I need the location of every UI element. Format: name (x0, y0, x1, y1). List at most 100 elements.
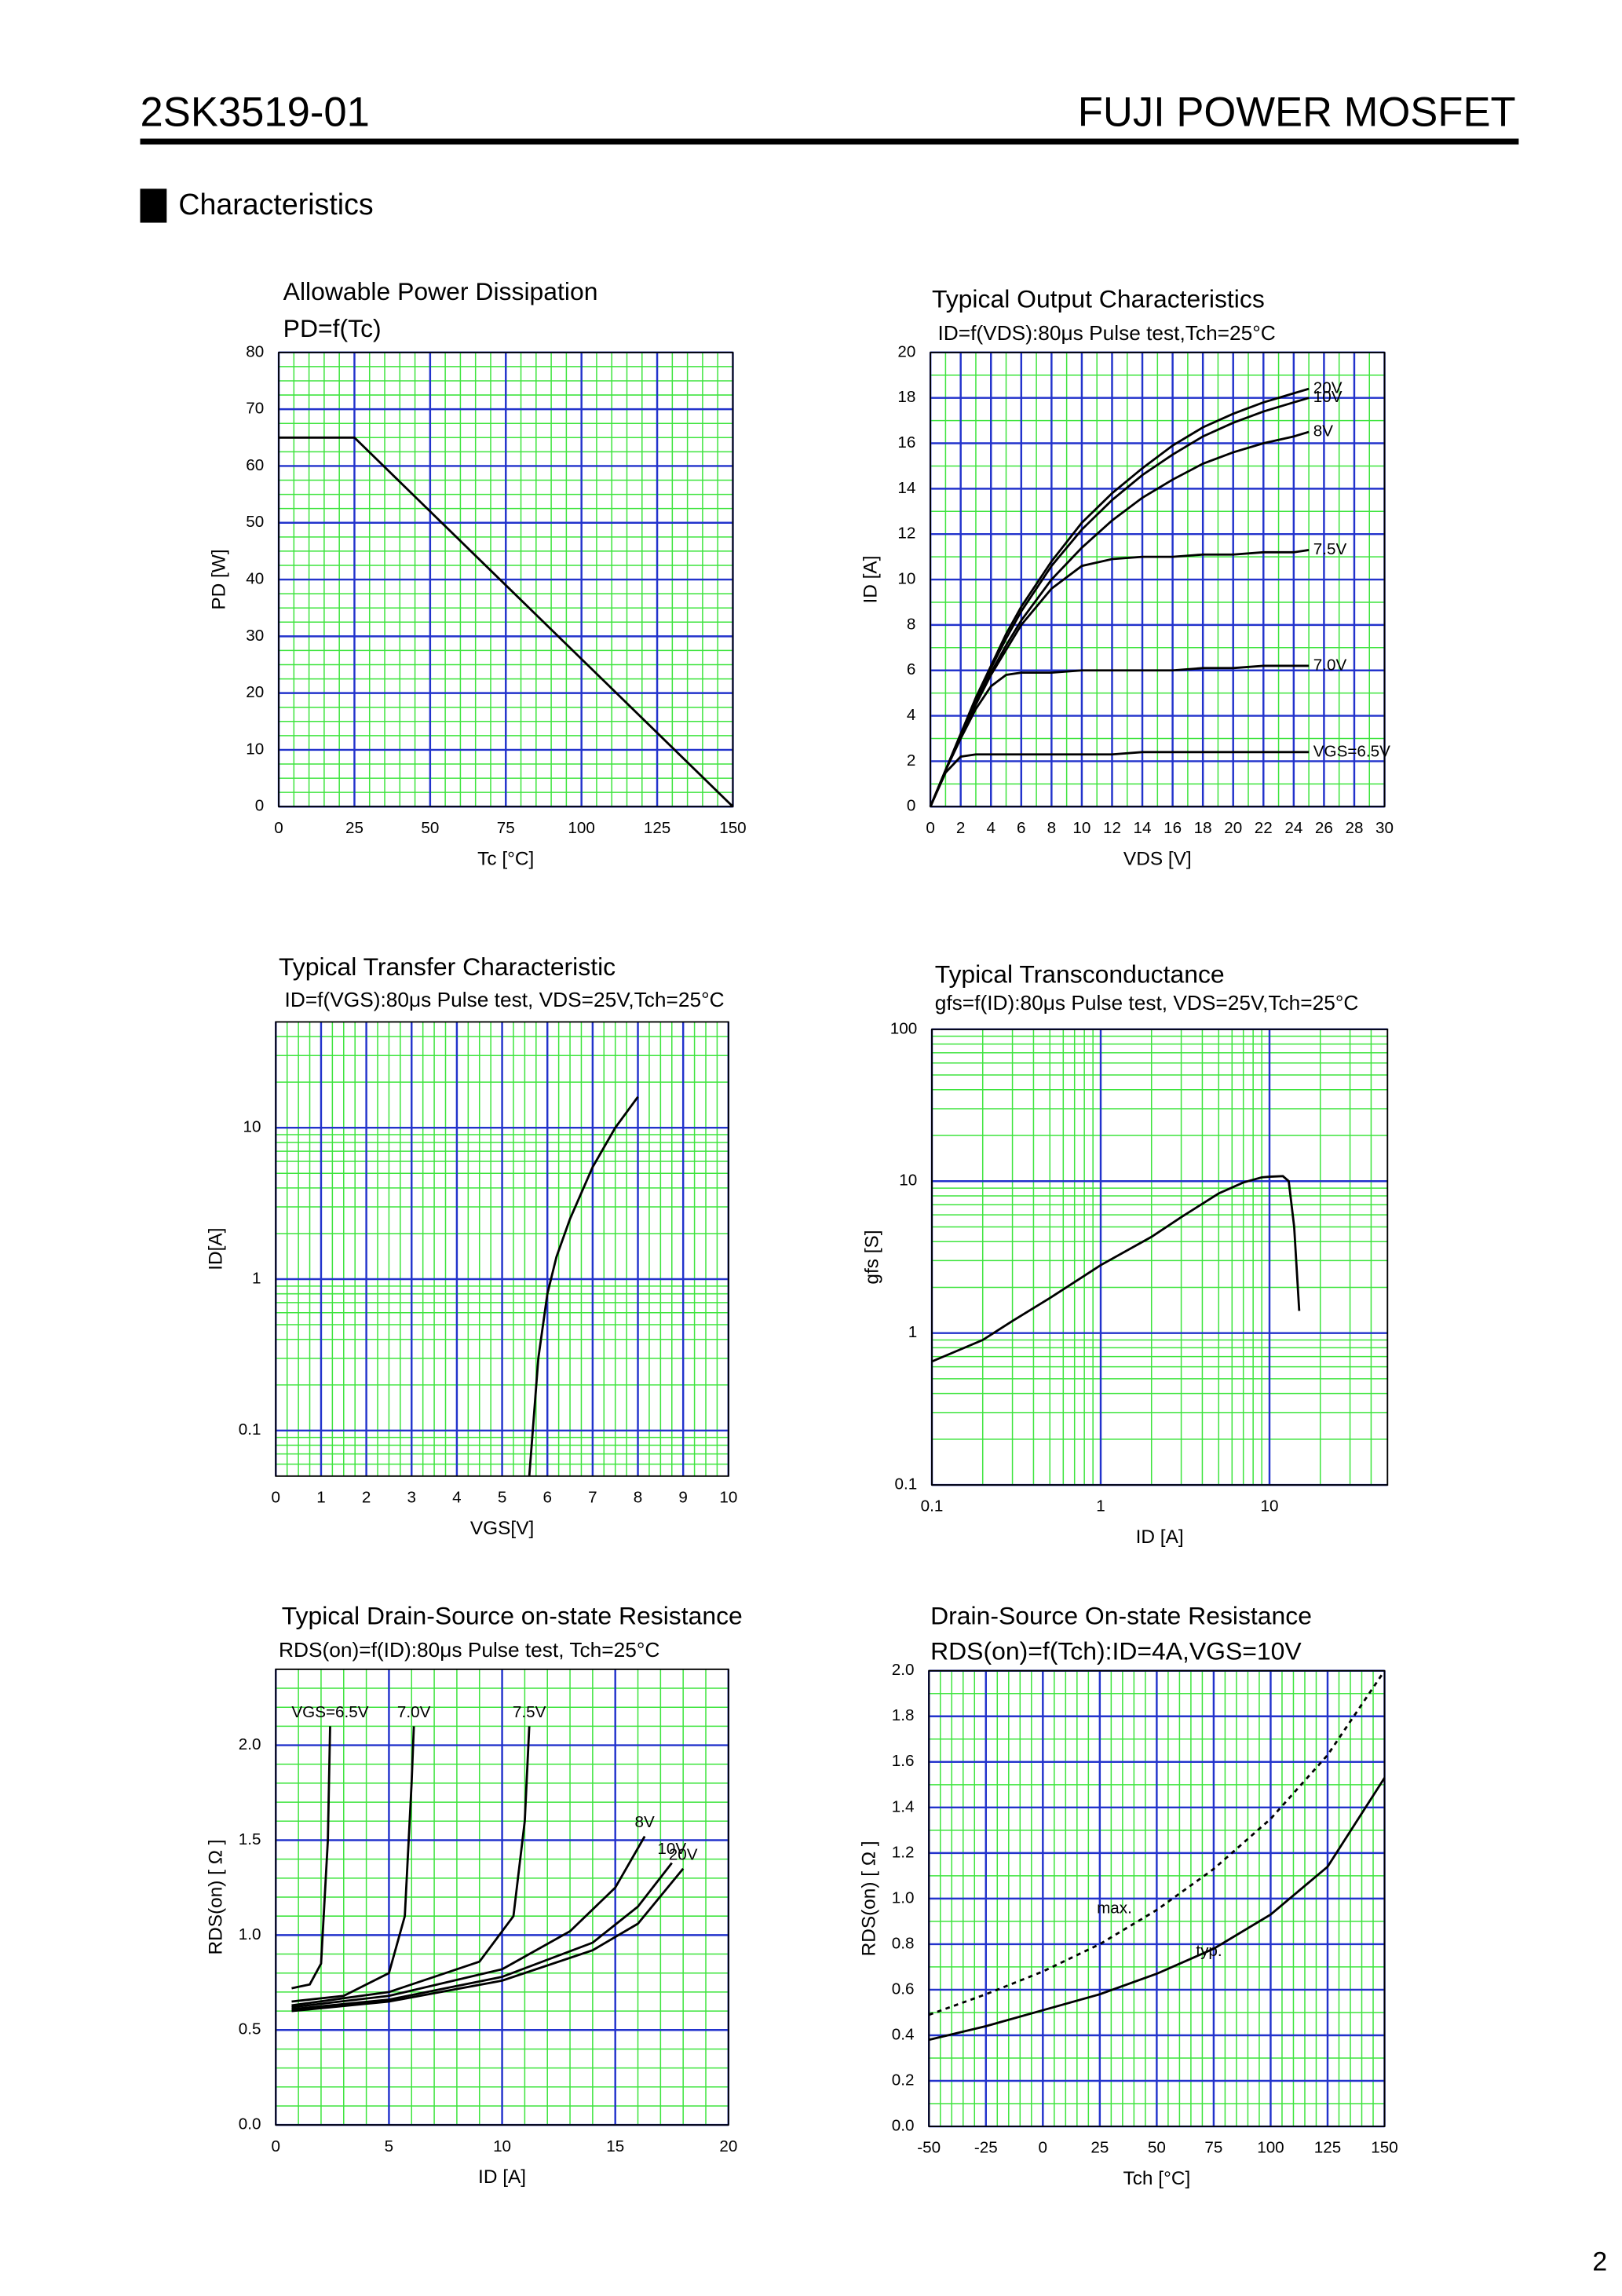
y-tick-label: 0.4 (892, 2025, 915, 2043)
x-tick-label: 125 (644, 819, 670, 837)
x-tick-label: 26 (1315, 819, 1333, 837)
y-tick-label: 1.5 (239, 1830, 261, 1848)
chart-title: Typical Transconductance (935, 960, 1225, 989)
legend-label: 10V (657, 1840, 686, 1858)
y-tick-label: 10 (899, 1172, 917, 1190)
y-tick-label: 18 (897, 388, 915, 406)
y-tick-label: 1.0 (239, 1925, 261, 1943)
legend-label: 7.5V (1313, 540, 1347, 558)
legend-label: VGS=6.5V (1313, 742, 1390, 760)
y-tick-label: 1.2 (892, 1843, 915, 1861)
y-tick-label: 1 (908, 1323, 917, 1341)
chart-subtitle: ID=f(VDS):80μs Pulse test,Tch=25°C (938, 321, 1276, 345)
y-tick-label: 0.8 (892, 1934, 915, 1952)
x-tick-label: 150 (719, 819, 746, 837)
x-tick-label: 3 (407, 1488, 416, 1506)
chart-subtitle: gfs=f(ID):80μs Pulse test, VDS=25V,Tch=2… (935, 991, 1359, 1015)
chart-title: Typical Drain-Source on-state Resistance (282, 1602, 743, 1630)
y-tick-label: 1.6 (892, 1752, 915, 1770)
page-number: 2 (1592, 2247, 1607, 2277)
x-tick-label: 4 (986, 819, 995, 837)
y-tick-label: 0.6 (892, 1980, 915, 1998)
y-axis-label: PD [W] (208, 549, 229, 609)
legend-label: 20V (669, 1845, 698, 1863)
x-tick-label: 8 (1047, 819, 1056, 837)
x-tick-label: 0 (1039, 2139, 1047, 2157)
x-tick-label: 0 (272, 1488, 280, 1506)
y-tick-label: 30 (246, 627, 264, 645)
curve (279, 436, 734, 808)
y-tick-label: 0.1 (239, 1420, 261, 1439)
y-tick-label: 2.0 (239, 1735, 261, 1753)
y-tick-label: 40 (246, 569, 264, 587)
x-tick-label: 7 (588, 1488, 597, 1506)
x-axis-label: VDS [V] (1123, 848, 1192, 869)
x-tick-label: 75 (1204, 2139, 1222, 2157)
x-axis-label: ID [A] (1136, 1526, 1184, 1548)
y-tick-label: 20 (246, 683, 264, 701)
x-tick-label: 4 (452, 1488, 461, 1506)
x-tick-label: 2 (956, 819, 965, 837)
chart-subtitle: RDS(on)=f(Tch):ID=4A,VGS=10V (930, 1637, 1302, 1665)
y-tick-label: 1.0 (892, 1888, 915, 1907)
legend-label: 10V (1313, 388, 1343, 406)
y-tick-label: 10 (897, 569, 915, 587)
legend-label: typ. (1196, 1942, 1222, 1960)
y-tick-label: 16 (897, 433, 915, 452)
x-tick-label: 50 (1148, 2139, 1166, 2157)
y-tick-label: 0.0 (239, 2115, 261, 2133)
chart-title: Typical Output Characteristics (932, 285, 1265, 313)
y-tick-label: 0 (907, 797, 915, 815)
plot-frame (275, 1021, 729, 1477)
curve (931, 1175, 1301, 1363)
x-tick-label: 125 (1314, 2139, 1341, 2157)
curve (528, 1096, 639, 1476)
x-tick-label: 10 (1261, 1497, 1279, 1515)
x-tick-label: 2 (362, 1488, 371, 1506)
x-axis-label: Tc [°C] (477, 848, 534, 869)
legend-label: 20V (1313, 379, 1343, 397)
curve (291, 1726, 531, 2007)
x-tick-label: 20 (719, 2137, 737, 2155)
y-tick-label: 14 (897, 479, 915, 497)
x-tick-label: 10 (493, 2137, 511, 2155)
y-tick-label: 0 (255, 797, 264, 815)
x-tick-label: 24 (1284, 819, 1302, 837)
legend-label: VGS=6.5V (291, 1703, 368, 1721)
y-axis-label: ID[A] (206, 1228, 227, 1270)
y-tick-label: 1 (252, 1269, 261, 1287)
curve (291, 1862, 673, 2011)
section-title: Characteristics (178, 188, 373, 221)
legend-label: 7.5V (513, 1703, 546, 1721)
header-rule (140, 138, 1519, 145)
legend-label: 7.0V (397, 1703, 431, 1721)
legend-label: 8V (1313, 422, 1333, 441)
plot-frame (931, 1028, 1389, 1486)
y-tick-label: 10 (243, 1118, 261, 1136)
x-tick-label: 14 (1134, 819, 1152, 837)
x-axis-label: Tch [°C] (1123, 2168, 1191, 2189)
chart-subtitle: PD=f(Tc) (283, 314, 382, 342)
x-tick-label: 16 (1164, 819, 1182, 837)
x-tick-label: 0 (274, 819, 283, 837)
x-axis-label: ID [A] (478, 2166, 526, 2188)
x-tick-label: 22 (1255, 819, 1273, 837)
y-tick-label: 0.5 (239, 2020, 261, 2038)
chart-subtitle: ID=f(VGS):80μs Pulse test, VDS=25V,Tch=2… (285, 988, 725, 1011)
y-tick-label: 70 (246, 400, 264, 418)
legend-label: 7.0V (1313, 656, 1347, 674)
y-tick-label: 12 (897, 525, 915, 543)
x-tick-label: 25 (345, 819, 363, 837)
part-number: 2SK3519-01 (141, 89, 370, 135)
curve (928, 1777, 1386, 2042)
plot-area (931, 1029, 1388, 1486)
curve (929, 751, 1310, 807)
y-tick-label: 0.1 (895, 1475, 918, 1493)
y-tick-label: 80 (246, 342, 264, 360)
y-tick-label: 8 (907, 615, 915, 633)
y-axis-label: RDS(on) [ Ω ] (859, 1841, 880, 1956)
curve (928, 1669, 1386, 2016)
curve (291, 1726, 415, 2003)
x-tick-label: 28 (1345, 819, 1363, 837)
